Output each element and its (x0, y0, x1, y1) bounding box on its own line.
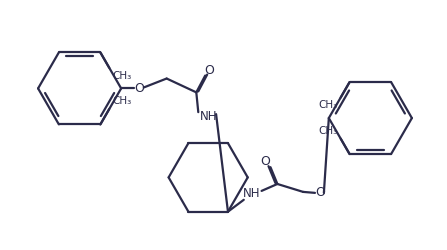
Text: CH₃: CH₃ (112, 71, 131, 81)
Text: CH₃: CH₃ (318, 126, 338, 136)
Text: NH: NH (243, 187, 261, 200)
Text: O: O (204, 64, 214, 77)
Text: O: O (315, 186, 325, 200)
Text: O: O (134, 82, 144, 95)
Text: CH₃: CH₃ (112, 96, 131, 106)
Text: NH: NH (199, 110, 217, 122)
Text: CH₃: CH₃ (318, 100, 338, 110)
Text: O: O (261, 155, 270, 168)
